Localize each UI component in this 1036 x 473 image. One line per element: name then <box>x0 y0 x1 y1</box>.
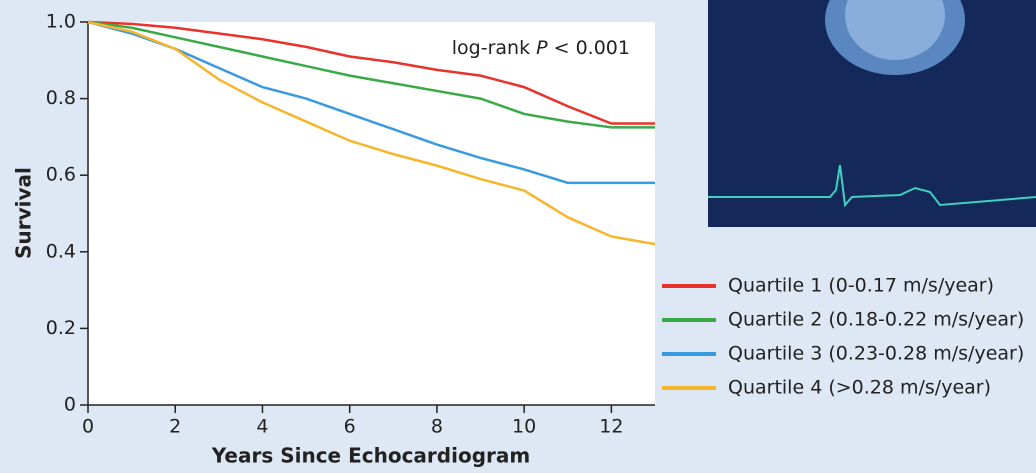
legend-label: Quartile 1 (0-0.17 m/s/year) <box>728 275 994 297</box>
survival-line <box>87 20 656 246</box>
y-tick-label: 0 <box>64 394 76 416</box>
x-tick-label: 0 <box>82 416 94 438</box>
y-tick-label: 0.2 <box>46 317 76 339</box>
x-tick-label: 10 <box>512 416 536 438</box>
survival-line <box>87 20 655 125</box>
annotation: log-rank P < 0.001 <box>452 37 630 59</box>
y-tick-label: 0.6 <box>46 164 76 186</box>
y-tick-label: 1.0 <box>46 11 76 33</box>
echo-image <box>708 0 1036 227</box>
annotation-text: < 0.001 <box>548 37 630 59</box>
legend-label: Quartile 3 (0.23-0.28 m/s/year) <box>728 343 1024 365</box>
y-tick-label: 0.4 <box>46 240 76 262</box>
legend-label: Quartile 2 (0.18-0.22 m/s/year) <box>728 309 1024 331</box>
x-tick-label: 12 <box>599 416 623 438</box>
y-axis-title: Survival <box>12 167 36 259</box>
legend-label: Quartile 4 (>0.28 m/s/year) <box>728 377 991 399</box>
x-tick-label: 2 <box>169 416 181 438</box>
annotation-text: P <box>536 37 548 59</box>
survival-line <box>87 20 655 129</box>
y-tick-label: 0.8 <box>46 87 76 109</box>
x-axis-title: Years Since Echocardiogram <box>211 444 530 468</box>
annotation-text: log-rank <box>452 37 536 59</box>
x-tick-label: 4 <box>256 416 268 438</box>
survival-line <box>87 20 655 185</box>
x-tick-label: 8 <box>431 416 443 438</box>
x-tick-label: 6 <box>344 416 356 438</box>
